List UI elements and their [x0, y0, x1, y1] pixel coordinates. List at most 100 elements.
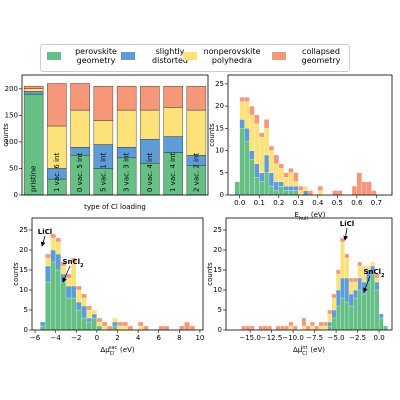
histogram-bar	[96, 321, 103, 327]
category-label: 2 vac. 2 int	[192, 153, 200, 192]
histogram-bar	[245, 325, 251, 331]
y-tick-label: 10	[213, 286, 222, 294]
histogram-bar	[357, 277, 363, 291]
histogram-bar	[117, 321, 123, 327]
histogram-bar	[337, 190, 343, 196]
histogram-bar	[366, 181, 372, 196]
x-tick-label: −6	[30, 334, 41, 342]
axis-label: counts	[12, 262, 20, 286]
category-label: 5 vac. 1 int	[99, 153, 107, 192]
y-tick-label: 50	[9, 164, 18, 172]
histogram-bar	[81, 293, 87, 299]
histogram-bar	[370, 261, 375, 267]
histogram-bar	[331, 309, 337, 319]
histogram-bar	[327, 309, 332, 315]
y-tick-label: 5	[24, 306, 28, 314]
histogram-bar	[374, 289, 380, 331]
histogram-bar	[50, 249, 56, 263]
histogram-bar	[288, 168, 294, 173]
axis-label: Ehull (eV)	[295, 211, 326, 222]
panel: 0 5 10 15 20 25 −15.0 −12.5 −10.0 −7.5 −5.0 −2.5 0.0	[213, 217, 393, 342]
axis-label: ΔμClint (eV)	[293, 345, 325, 357]
histogram-bar	[81, 317, 87, 331]
x-tick-label: 0.1	[254, 199, 265, 207]
legend: perovskite geometry slightly distorted non…	[40, 44, 350, 72]
annotation: LiCl	[38, 228, 52, 236]
axis-label: type of Cl loading	[84, 203, 146, 211]
histogram-bar	[117, 325, 123, 331]
annotation-arrow	[343, 227, 349, 241]
histogram-bar	[317, 190, 323, 196]
bar-segment	[23, 88, 44, 92]
histogram-bar	[273, 181, 279, 191]
histogram-bar	[65, 277, 72, 287]
x-tick-label: 0.5	[332, 199, 343, 207]
histogram-bar	[101, 325, 108, 331]
histogram-bar	[268, 150, 275, 173]
bar-segment	[47, 83, 67, 127]
histogram-bar	[268, 185, 275, 196]
legend-swatch	[121, 52, 135, 60]
histogram-bar	[241, 325, 246, 331]
histogram-bar	[314, 325, 320, 331]
histogram-bar	[278, 168, 284, 182]
histogram-bar	[351, 185, 357, 196]
x-tick-label: 4	[136, 334, 141, 342]
histogram-bar	[335, 273, 341, 291]
histogram-bar	[288, 190, 294, 196]
y-tick-label: 0	[220, 191, 224, 199]
histogram-bar	[86, 309, 92, 319]
histogram-bar	[374, 277, 380, 283]
histogram-bar	[283, 185, 289, 191]
plot-frame	[227, 74, 393, 196]
histogram-bar	[262, 325, 268, 331]
bar-segment	[70, 83, 90, 111]
histogram-bar	[259, 181, 265, 196]
legend-label: perovskite geometry	[75, 47, 117, 65]
histogram-bar	[263, 172, 270, 196]
panel: 0 5 10 15 20 25 −6 −4 −2 0 2 4 6 8 10	[19, 217, 204, 342]
bar-segment	[186, 85, 207, 111]
y-tick-label: 0	[24, 326, 28, 334]
legend-label: nonperovskite polyhedra	[203, 47, 261, 65]
x-tick-label: 0.2	[273, 199, 284, 207]
histogram-bar	[335, 269, 341, 275]
histogram-bar	[55, 237, 61, 243]
y-tick-label: 25	[213, 226, 222, 234]
histogram-bar	[344, 257, 350, 279]
histogram-bar	[249, 159, 255, 196]
histogram-bar	[127, 325, 134, 331]
x-tick-label: 0.3	[293, 199, 304, 207]
histogram-bar	[267, 325, 272, 331]
legend-entry: nonperovskite polyhedra	[183, 47, 263, 65]
histogram-bar	[288, 185, 294, 191]
histogram-bar	[293, 172, 299, 182]
histogram-bar	[60, 281, 67, 331]
category-label: 0 vac. 5 int	[76, 153, 84, 192]
histogram-bar	[340, 241, 345, 279]
x-tick-label: −10.0	[282, 334, 303, 342]
histogram-bar	[263, 128, 270, 156]
histogram-bar	[348, 277, 354, 283]
histogram-bar	[40, 321, 46, 327]
histogram-bar	[86, 305, 92, 311]
histogram-bar	[76, 301, 82, 311]
histogram-bar	[374, 273, 380, 279]
histogram-bar	[323, 325, 328, 331]
label-sup: vac	[108, 345, 117, 351]
bar-segment	[23, 91, 44, 95]
histogram-bar	[371, 190, 377, 196]
histogram-bar	[244, 101, 250, 129]
histogram-bar	[254, 123, 260, 165]
axis-label: counts	[2, 123, 10, 147]
y-tick-label: 20	[213, 246, 222, 254]
histogram-bar	[158, 325, 164, 331]
axis-label: counts	[206, 262, 214, 286]
histogram-bar	[55, 241, 61, 255]
x-tick-label: −4	[51, 334, 62, 342]
histogram-bar	[327, 313, 332, 323]
histogram-bar	[50, 237, 56, 251]
histogram-bar	[50, 233, 56, 239]
histogram-bar	[284, 325, 289, 331]
